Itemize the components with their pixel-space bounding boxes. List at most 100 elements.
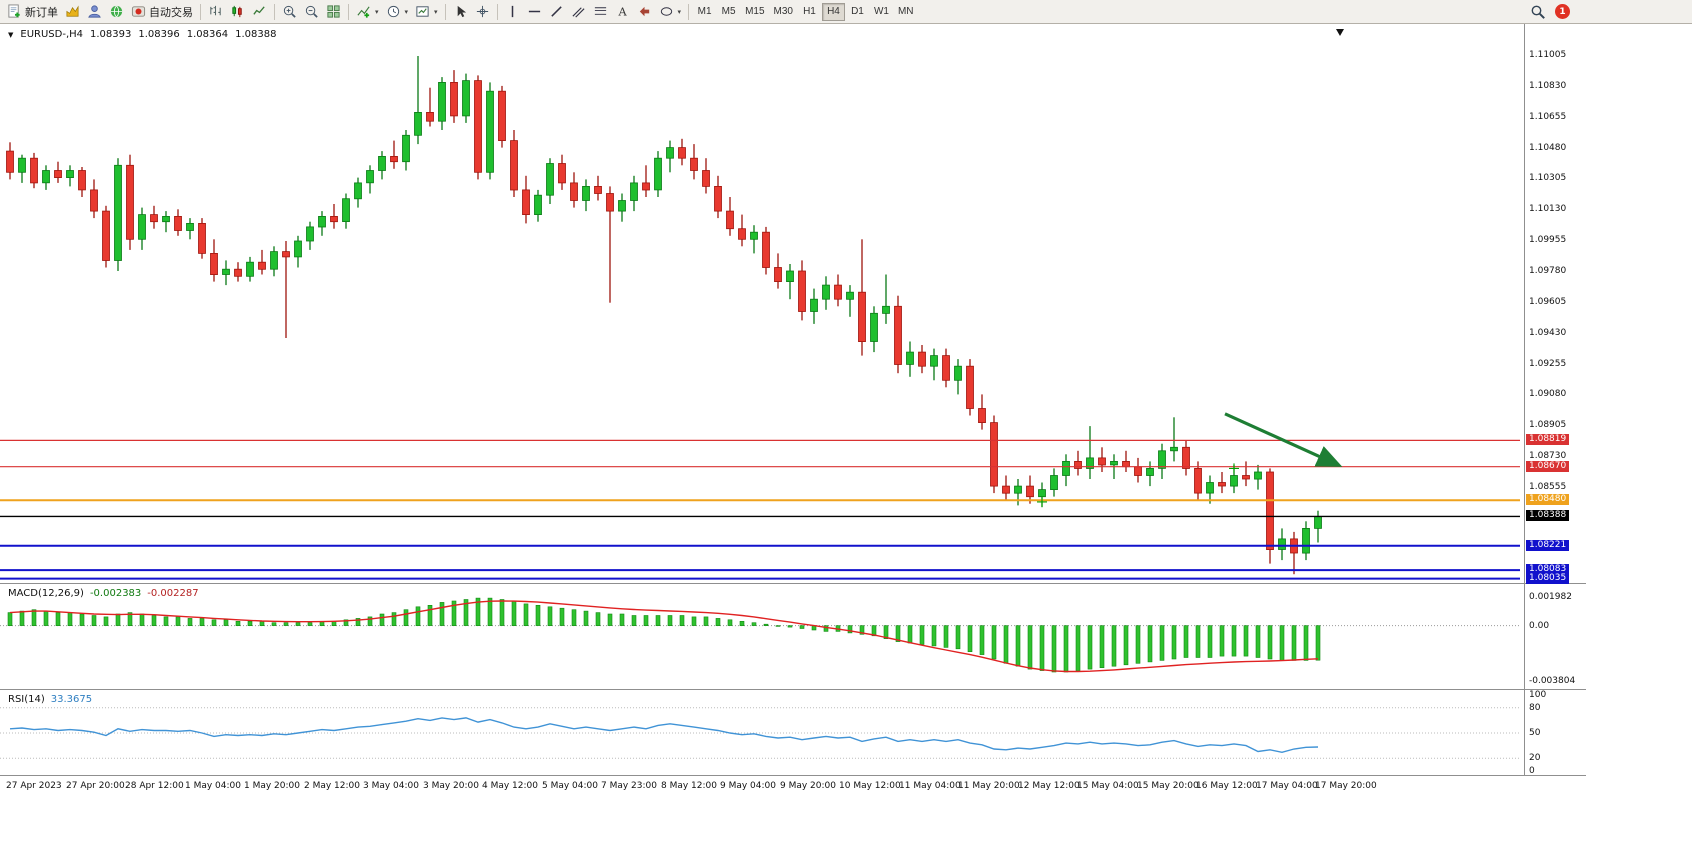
vertical-line-icon	[505, 4, 520, 19]
timeframe-h1-button[interactable]: H1	[798, 3, 821, 21]
macd-axis-label: 0.00	[1529, 621, 1550, 631]
bar-chart-button[interactable]	[205, 2, 226, 22]
price-tick: 1.09605	[1529, 297, 1567, 307]
price-tick: 1.08905	[1529, 420, 1567, 430]
price-axis[interactable]: 1.11005 1.10830 1.10655 1.10480 1.10305 1.101…	[1524, 24, 1587, 776]
zoom-out-icon	[304, 4, 319, 19]
search-button[interactable]	[1527, 2, 1549, 22]
candlestick-chart[interactable]	[0, 26, 1520, 583]
horizontal-line-button[interactable]	[524, 2, 545, 22]
trendline-button[interactable]	[546, 2, 567, 22]
svg-text:A: A	[617, 5, 627, 18]
rsi-panel[interactable]	[0, 691, 1520, 775]
rsi-axis-label: 50	[1529, 728, 1541, 738]
toolbar-separator	[348, 3, 349, 20]
time-label: 5 May 04:00	[542, 781, 598, 791]
trade-markers	[1037, 463, 1239, 507]
horizontal-level-lines[interactable]	[0, 439, 1520, 580]
cursor-button[interactable]	[450, 2, 471, 22]
quote-low: 1.08364	[186, 29, 229, 40]
panel-splitter[interactable]	[0, 775, 1586, 776]
search-icon	[1530, 4, 1546, 20]
dropdown-caret-icon: ▾	[434, 8, 438, 16]
periods-button[interactable]: ▾	[383, 2, 412, 22]
quote-close: 1.08388	[235, 29, 277, 40]
timeframe-mn-button[interactable]: MN	[894, 3, 918, 21]
rsi-axis-label: 80	[1529, 703, 1541, 713]
price-level-label: 1.08083	[1526, 564, 1570, 575]
price-level-label: 1.08480	[1526, 494, 1570, 505]
price-level-label: 1.08670	[1526, 461, 1570, 472]
timeframe-m30-button[interactable]: M30	[770, 3, 797, 21]
chart-title: ▼ EURUSD-,H4 1.08393 1.08396 1.08364 1.0…	[8, 29, 276, 40]
panel-splitter[interactable]	[0, 689, 1586, 690]
time-label: 9 May 20:00	[780, 781, 836, 791]
time-label: 3 May 20:00	[423, 781, 479, 791]
line-chart-button[interactable]	[249, 2, 270, 22]
templates-button[interactable]: ▾	[412, 2, 441, 22]
timeframe-d1-button[interactable]: D1	[846, 3, 869, 21]
timeframe-h4-button[interactable]: H4	[821, 2, 845, 21]
toolbar-separator	[496, 3, 498, 20]
market-watch-button[interactable]	[62, 2, 83, 22]
arrow-label-icon	[637, 4, 652, 19]
chart-area: ▼ EURUSD-,H4 1.08393 1.08396 1.08364 1.0…	[0, 24, 1692, 857]
cursor-arrow-icon	[453, 4, 468, 19]
macd-axis-label: 0.001982	[1529, 592, 1572, 602]
shapes-button[interactable]: ▾	[656, 2, 685, 22]
new-order-label: 新订单	[25, 6, 58, 19]
timeframe-m15-button[interactable]: M15	[741, 3, 768, 21]
shapes-icon	[659, 4, 674, 19]
macd-panel[interactable]	[0, 585, 1520, 688]
dropdown-caret-icon: ▾	[677, 8, 682, 16]
tile-windows-icon	[326, 4, 341, 19]
time-label: 27 Apr 20:00	[66, 781, 125, 791]
price-tick: 1.08730	[1529, 451, 1567, 461]
clock-icon	[386, 4, 401, 19]
vertical-line-button[interactable]	[502, 2, 523, 22]
indicators-button[interactable]: ▾	[353, 2, 382, 22]
autotrading-icon	[131, 4, 146, 19]
rsi-title: RSI(14) 33.3675	[8, 694, 92, 705]
macd-axis-label: -0.003804	[1529, 676, 1576, 686]
toolbar-separator	[688, 3, 690, 20]
navigator-icon	[87, 4, 102, 19]
chart-symbol-period: EURUSD-,H4	[20, 29, 84, 40]
timeframe-m1-button[interactable]: M1	[693, 3, 716, 21]
panel-splitter[interactable]	[0, 583, 1586, 584]
notification-badge[interactable]: 1	[1555, 4, 1570, 19]
rsi-axis-label: 100	[1529, 690, 1547, 700]
autotrading-button[interactable]: 自动交易	[128, 2, 196, 22]
price-tick: 1.10830	[1529, 81, 1567, 91]
fibonacci-button[interactable]	[590, 2, 611, 22]
candlestick-chart-button[interactable]	[227, 2, 248, 22]
horizontal-line-icon	[527, 4, 542, 19]
rsi-label: RSI(14)	[8, 694, 45, 705]
time-label: 15 May 20:00	[1137, 781, 1199, 791]
channel-button[interactable]	[568, 2, 589, 22]
zoom-in-button[interactable]	[279, 2, 300, 22]
time-label: 7 May 23:00	[601, 781, 657, 791]
time-label: 17 May 04:00	[1256, 781, 1318, 791]
navigator-button[interactable]	[84, 2, 105, 22]
price-level-label: 1.08819	[1526, 434, 1570, 445]
timeframe-w1-button[interactable]: W1	[870, 3, 893, 21]
terminal-button[interactable]	[106, 2, 127, 22]
timeframe-m5-button[interactable]: M5	[717, 3, 740, 21]
time-label: 8 May 12:00	[661, 781, 717, 791]
text-button[interactable]: A	[612, 2, 633, 22]
autotrading-label: 自动交易	[149, 6, 193, 19]
price-tick: 1.09080	[1529, 389, 1567, 399]
arrows-button[interactable]	[634, 2, 655, 22]
price-level-label: 1.08388	[1526, 510, 1570, 521]
trend-arrow[interactable]	[1224, 412, 1343, 467]
toolbar-separator	[274, 3, 275, 20]
zoom-out-button[interactable]	[301, 2, 322, 22]
crosshair-button[interactable]	[472, 2, 493, 22]
zoom-in-icon	[282, 4, 297, 19]
toolbar: 新订单 自动交易	[0, 0, 1692, 24]
tile-windows-button[interactable]	[323, 2, 344, 22]
time-axis[interactable]: 27 Apr 2023 27 Apr 20:00 28 Apr 12:00 1 May…	[0, 777, 1586, 799]
chart-collapse-icon[interactable]: ▼	[8, 30, 14, 39]
new-order-button[interactable]: 新订单	[4, 2, 61, 22]
